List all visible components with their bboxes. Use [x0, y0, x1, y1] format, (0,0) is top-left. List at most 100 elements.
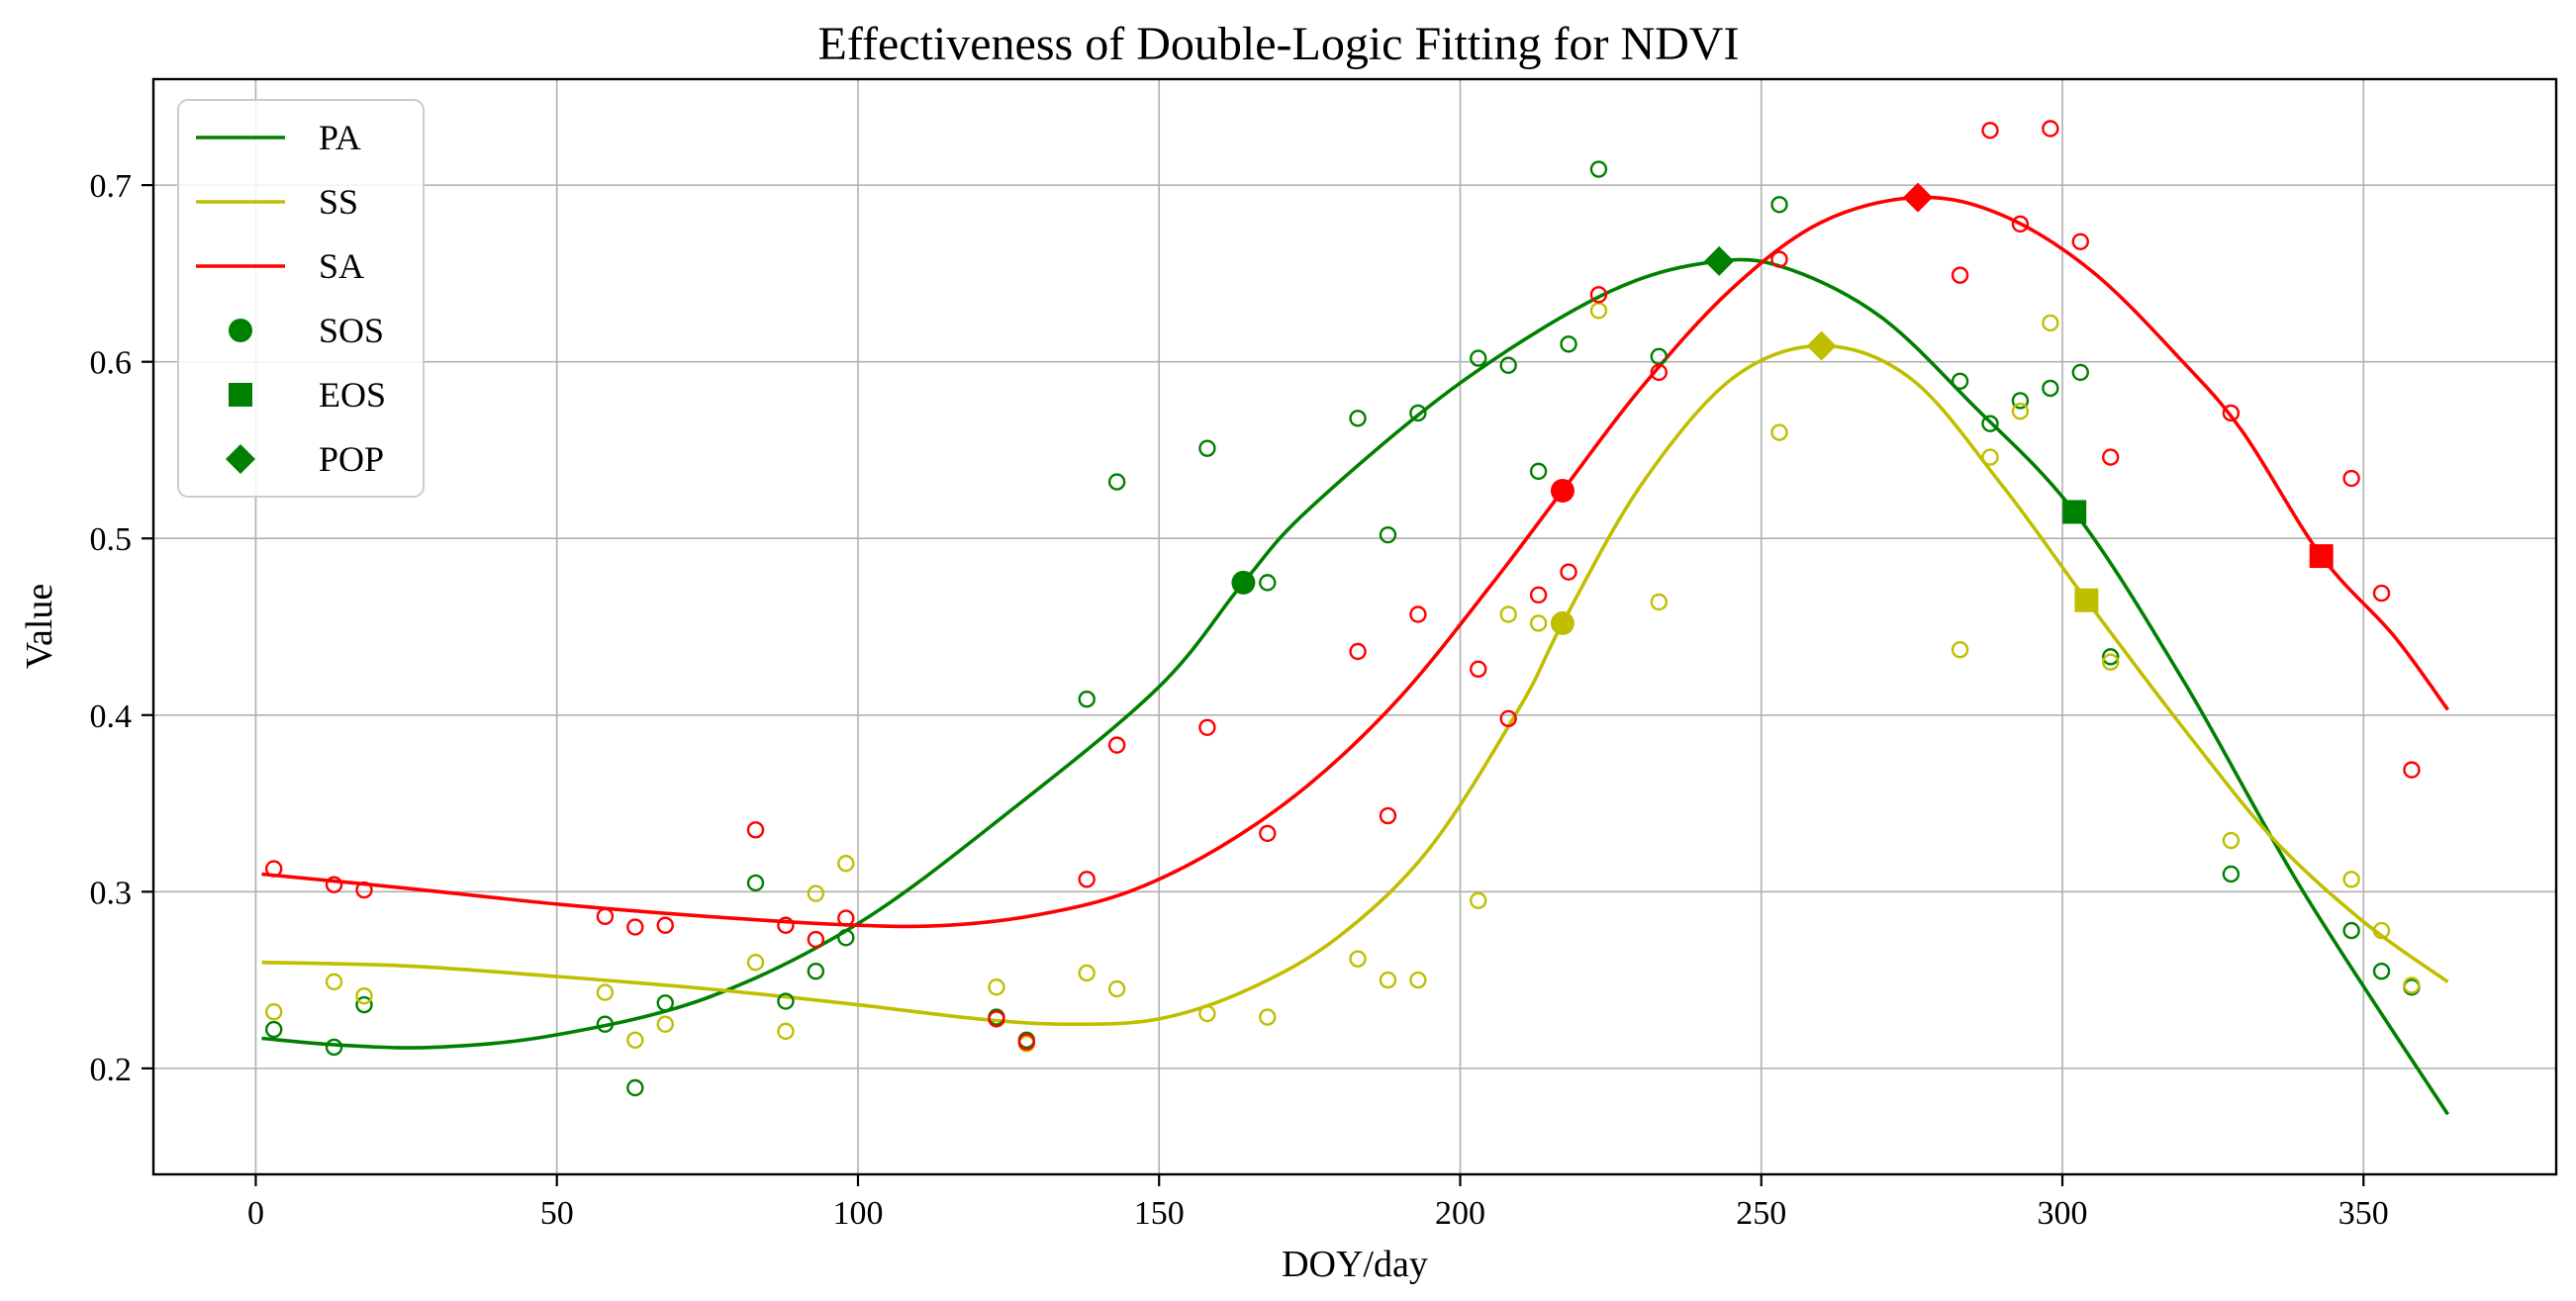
point-sa: [777, 916, 795, 934]
point-sa: [1078, 871, 1096, 888]
point-ss: [2372, 921, 2391, 940]
x-tick-label: 300: [2038, 1195, 2088, 1232]
point-pa: [1259, 574, 1277, 592]
point-pa: [1107, 473, 1126, 491]
point-pa: [1198, 439, 1216, 457]
fitted-curves: [261, 195, 2450, 1116]
point-ss: [1259, 1008, 1277, 1026]
point-ss: [746, 954, 765, 972]
x-tick-label: 150: [1134, 1195, 1185, 1232]
legend-item-sos-label: SOS: [319, 311, 384, 350]
point-pa: [355, 995, 373, 1014]
x-tick-label: 50: [540, 1195, 574, 1232]
point-ss: [777, 1022, 795, 1041]
legend-item-eos: EOS: [229, 375, 386, 415]
point-sa: [656, 916, 674, 934]
point-ss: [2342, 871, 2360, 888]
point-ss: [1529, 614, 1548, 632]
point-sa: [1529, 586, 1548, 604]
point-sa: [1259, 824, 1277, 843]
point-pa: [2011, 392, 2030, 410]
point-sa: [2222, 404, 2241, 422]
point-ss: [265, 1003, 283, 1021]
point-pa: [2342, 921, 2360, 940]
point-sa: [2372, 584, 2391, 603]
point-sa: [2071, 232, 2089, 250]
point-ss: [1078, 964, 1096, 982]
curve-sa: [261, 195, 2449, 929]
legend-item-eos-swatch: [229, 383, 252, 407]
y-tick-label: 0.3: [90, 875, 133, 911]
point-sa: [1770, 250, 1788, 268]
point-sa: [988, 1010, 1005, 1028]
point-ss: [626, 1031, 644, 1050]
point-pa: [746, 874, 765, 892]
y-tick-label: 0.4: [90, 698, 133, 735]
point-pa: [1981, 415, 1999, 432]
point-pa: [2372, 962, 2391, 980]
point-ss: [1349, 950, 1367, 968]
point-pa: [596, 1015, 615, 1033]
curve-pa: [261, 257, 2450, 1116]
point-pa: [807, 962, 825, 980]
point-sa: [1650, 363, 1669, 382]
point-sa: [2042, 120, 2059, 138]
observation-points: [265, 120, 2421, 1097]
point-ss: [2042, 314, 2059, 332]
point-sa: [1560, 563, 1577, 581]
point-pa: [777, 992, 795, 1010]
point-sa: [837, 909, 855, 927]
point-sa: [1379, 806, 1397, 825]
point-pa: [626, 1078, 644, 1097]
legend-item-sos: SOS: [229, 311, 384, 350]
point-ss: [1589, 302, 1608, 320]
point-pa: [325, 1038, 343, 1057]
point-pa: [837, 929, 855, 947]
legend-item-sos-swatch: [229, 319, 252, 342]
point-sa: [1409, 605, 1427, 623]
x-tick-label: 0: [247, 1195, 264, 1232]
y-axis-label: Value: [19, 584, 60, 670]
point-ss: [1951, 641, 1969, 659]
legend-item-ss: SS: [196, 182, 358, 222]
point-pa: [1589, 160, 1608, 178]
grid-lines: [153, 79, 2556, 1174]
point-pa: [656, 994, 674, 1012]
y-tick-label: 0.2: [90, 1052, 133, 1088]
point-sa: [626, 918, 644, 936]
point-ss: [807, 884, 825, 902]
point-ss: [596, 983, 615, 1001]
point-pa: [1379, 525, 1397, 544]
point-sa: [596, 907, 615, 926]
point-ss: [2222, 831, 2241, 850]
y-tick-label: 0.5: [90, 521, 133, 558]
point-sa: [2101, 448, 2120, 466]
point-sa: [325, 876, 343, 893]
legend-item-sa-label: SA: [319, 246, 364, 286]
eos-marker-ss: [2074, 588, 2099, 612]
legend-item-pop-label: POP: [319, 439, 384, 479]
point-ss: [2101, 653, 2120, 671]
legend-item-pa: PA: [196, 118, 361, 157]
point-ss: [1107, 979, 1126, 998]
x-tick-label: 250: [1736, 1195, 1786, 1232]
point-pa: [1529, 462, 1548, 481]
point-sa: [1589, 286, 1608, 304]
sos-marker-pa: [1231, 570, 1256, 595]
point-sa: [746, 821, 765, 839]
point-ss: [2011, 402, 2030, 420]
legend: PA SS SA SOS EOS POP: [177, 99, 425, 498]
legend-item-sa: SA: [196, 246, 364, 286]
point-pa: [1078, 691, 1096, 708]
pop-marker-sa: [1902, 182, 1933, 213]
eos-marker-pa: [2062, 500, 2087, 524]
legend-item-ss-label: SS: [319, 182, 358, 222]
point-pa: [1409, 404, 1427, 422]
axis-ticks: 0 50 100 150 200 250 300 350 0.2 0.3 0.4 0.5 0.6 0.7: [90, 168, 2389, 1232]
point-pa: [1349, 410, 1367, 427]
point-ss: [355, 986, 373, 1005]
pop-marker-pa: [1704, 245, 1735, 276]
phenology-markers: [1231, 182, 2334, 635]
point-pa: [2042, 379, 2059, 398]
